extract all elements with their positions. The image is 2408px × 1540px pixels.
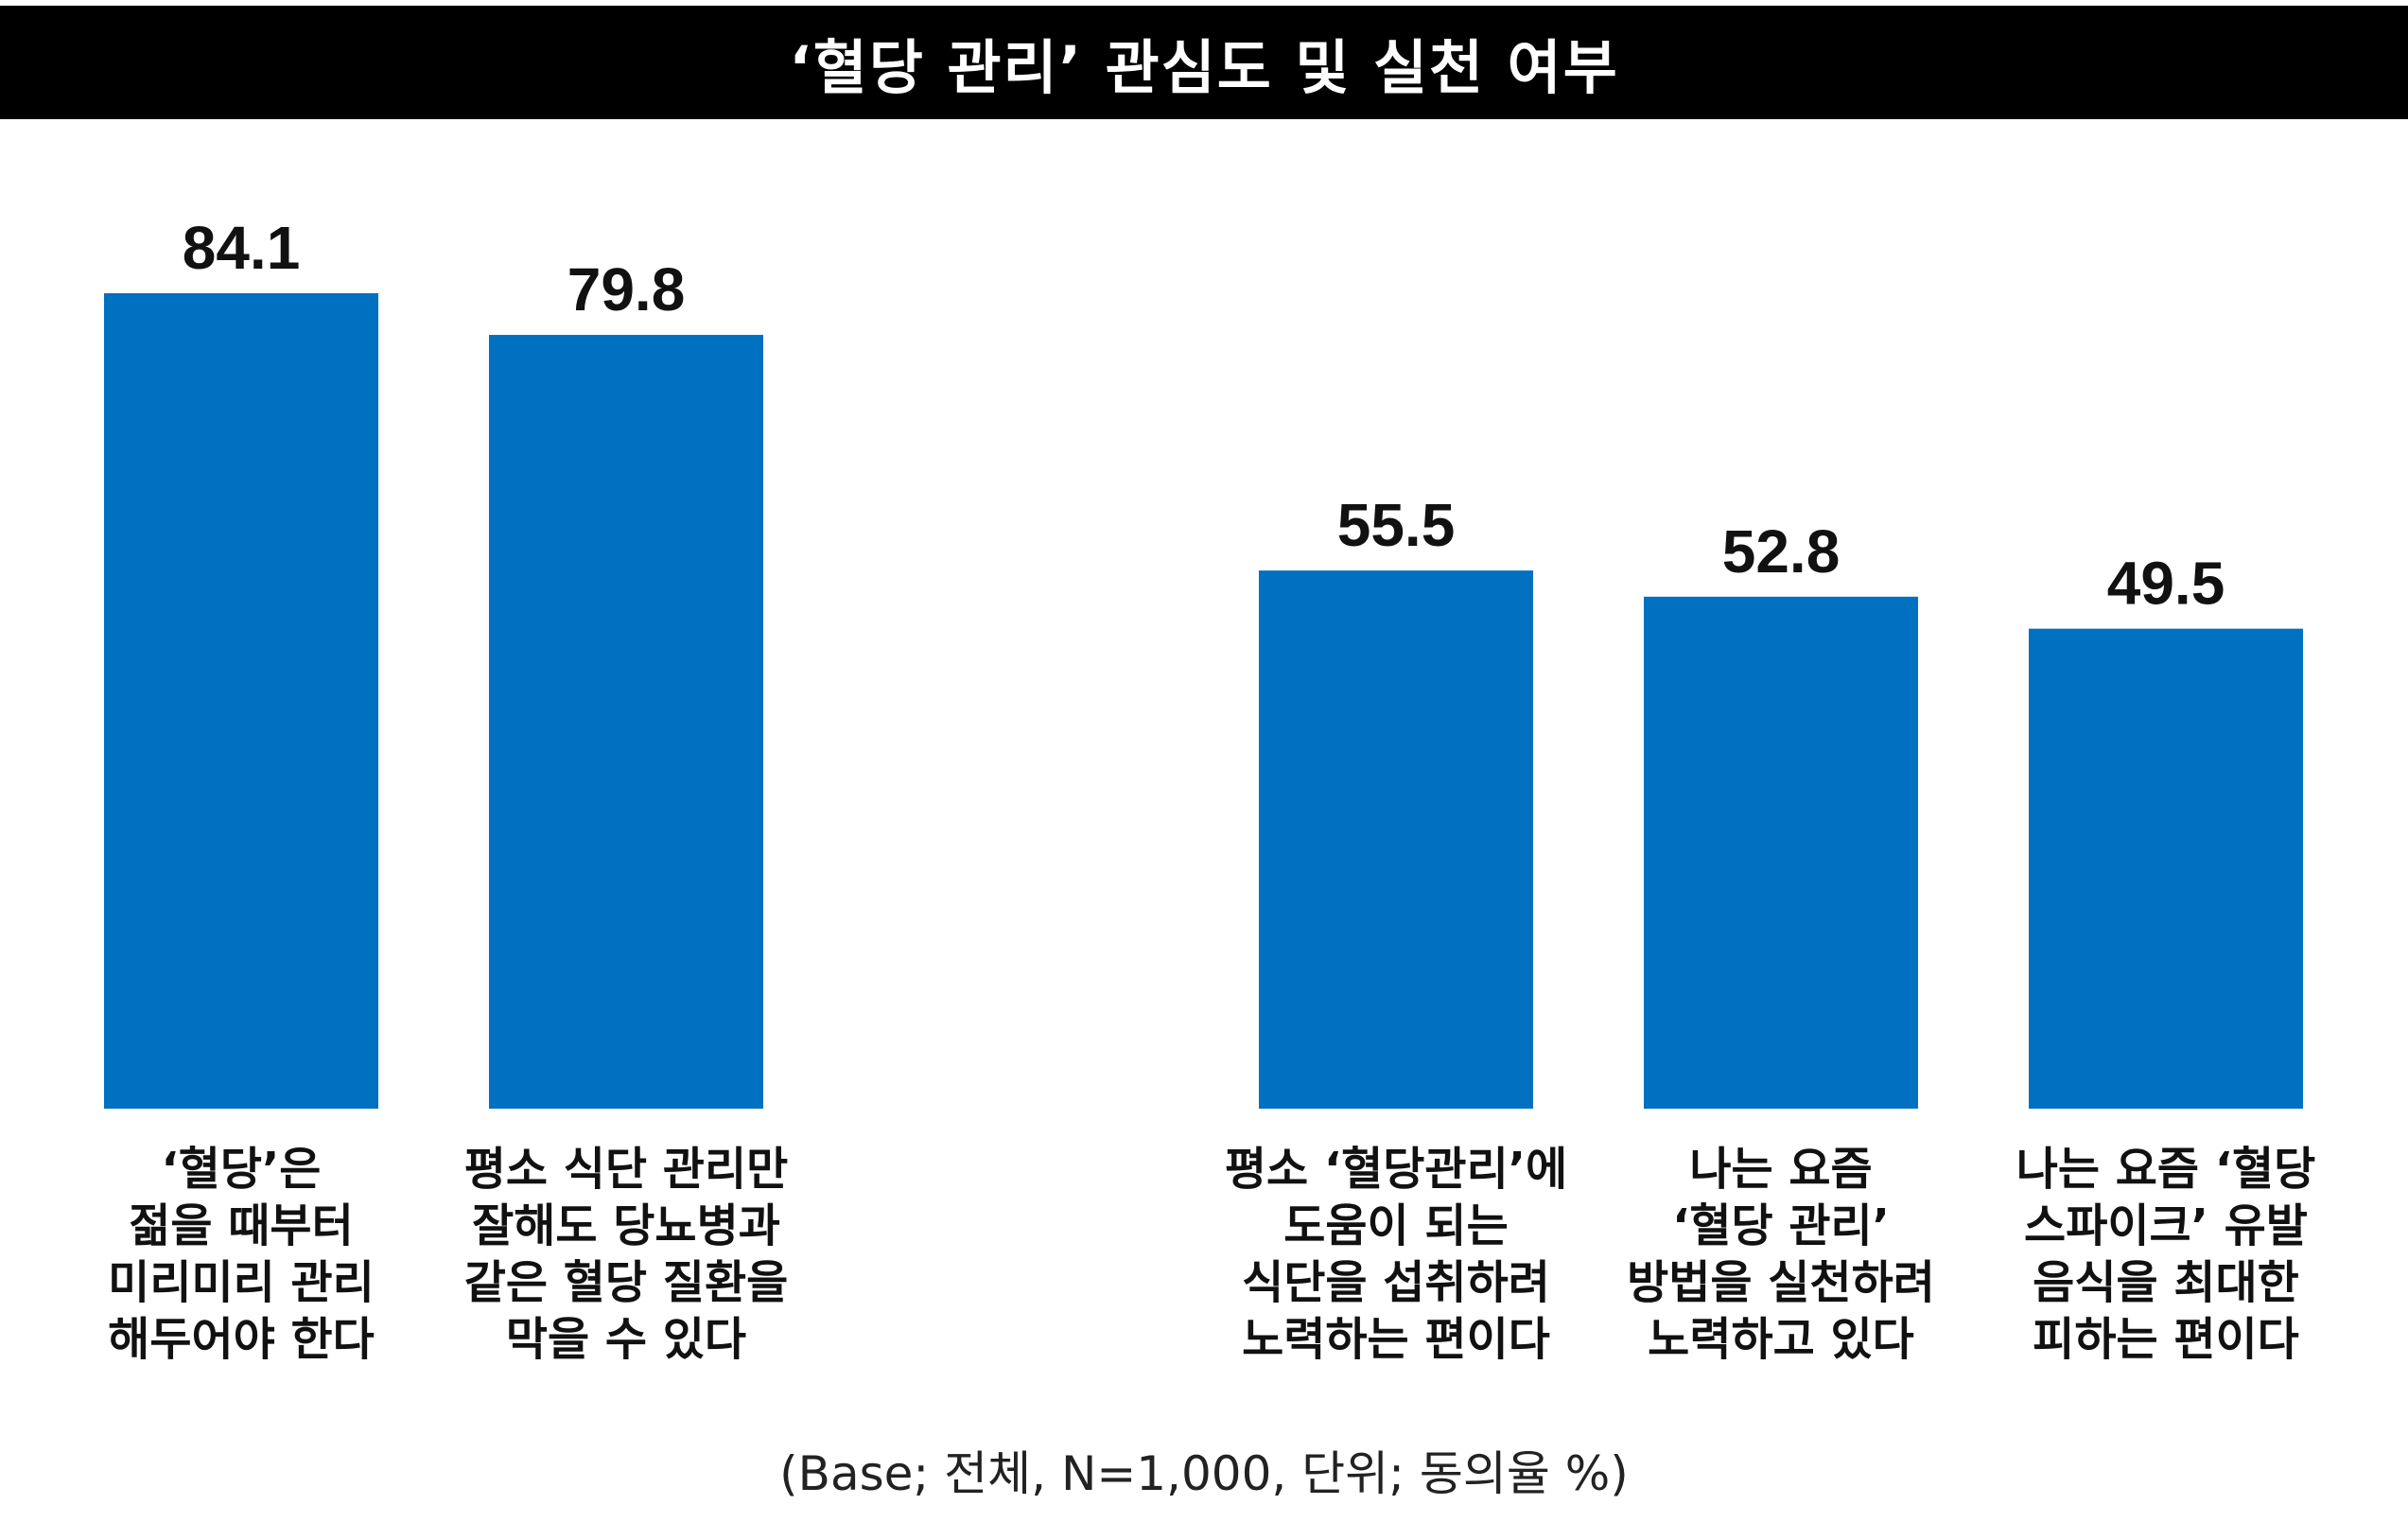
value-label-2: 79.8 [567, 255, 686, 324]
value-label-4: 52.8 [1722, 517, 1841, 586]
category-label-1: ‘혈당’은 젊을 때부터 미리미리 관리 해두어야 한다 [108, 1143, 375, 1366]
category-label-4: 나는 요즘 ‘혈당 관리’ 방법을 실천하려 노력하고 있다 [1627, 1143, 1935, 1366]
bar-3 [1259, 570, 1533, 1109]
bar-4 [1644, 596, 1918, 1109]
footnote: (Base; 전체, N=1,000, 단위; 동의율 %) [779, 1446, 1629, 1501]
category-label-5: 나는 요즘 ‘혈당 스파이크’ 유발 음식을 최대한 피하는 편이다 [2015, 1143, 2316, 1366]
bar-1 [104, 292, 378, 1110]
value-label-5: 49.5 [2107, 550, 2225, 618]
chart-title-bar: ‘혈당 관리’ 관심도 및 실천 여부 [0, 6, 2408, 119]
value-label-1: 84.1 [183, 214, 301, 282]
value-label-3: 55.5 [1337, 491, 1456, 559]
category-label-3: 평소 ‘혈당관리’에 도움이 되는 식단을 섭취하려 노력하는 편이다 [1224, 1143, 1568, 1366]
bar-5 [2029, 628, 2303, 1109]
bar-2 [489, 335, 763, 1109]
chart-title: ‘혈당 관리’ 관심도 및 실천 여부 [789, 33, 1619, 102]
category-label-2: 평소 식단 관리만 잘해도 당뇨병과 같은 혈당 질환을 막을 수 있다 [463, 1143, 789, 1366]
